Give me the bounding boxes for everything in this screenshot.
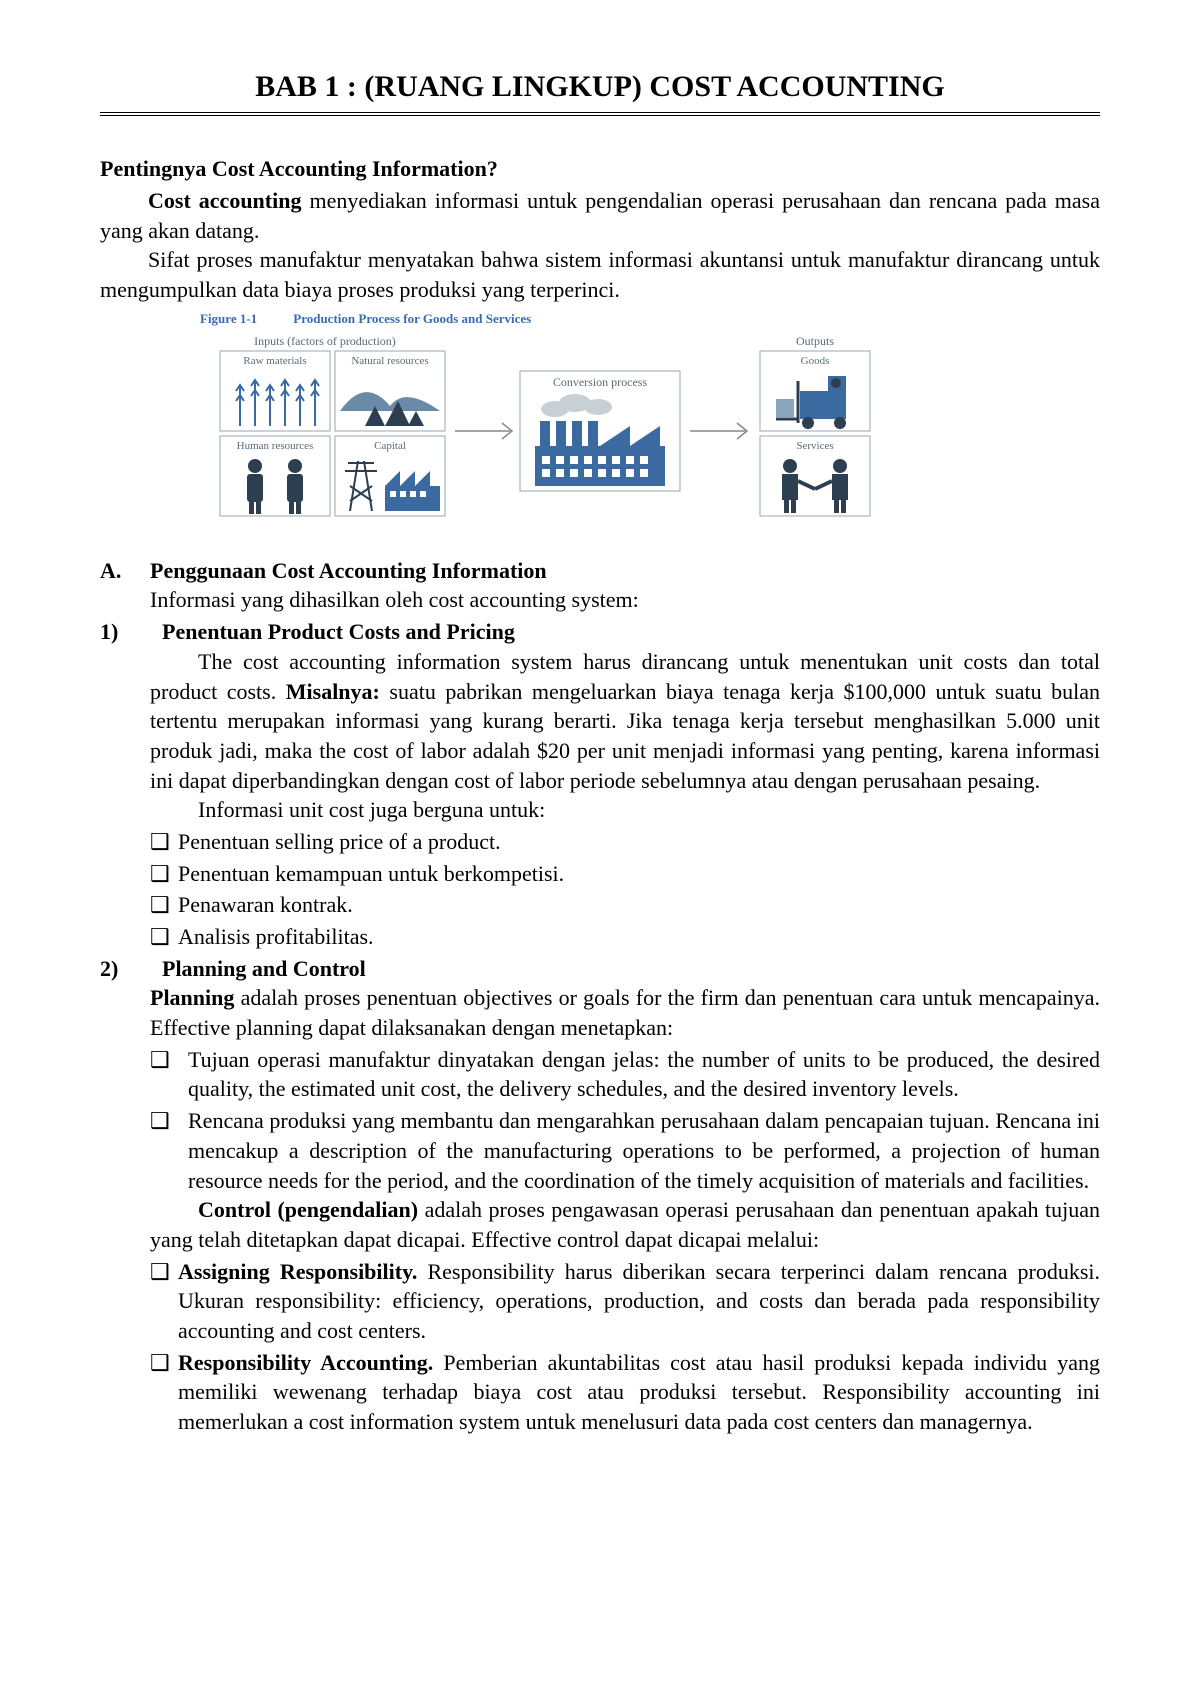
item-2-heading: Planning and Control bbox=[150, 954, 1100, 984]
raw-materials-label: Raw materials bbox=[243, 355, 306, 367]
item-2-planning-para: Planning adalah proses penentuan objecti… bbox=[150, 983, 1100, 1042]
checkbox-icon: ❑ bbox=[150, 922, 178, 952]
capital-label: Capital bbox=[374, 440, 406, 452]
section-a-row: A. Penggunaan Cost Accounting Informatio… bbox=[100, 556, 1100, 586]
section-a-label: A. bbox=[100, 556, 150, 586]
checkbox-icon: ❑ bbox=[150, 1045, 178, 1104]
text: Penawaran kontrak. bbox=[178, 890, 1100, 920]
item-1-para-2: Informasi unit cost juga berguna untuk: bbox=[150, 795, 1100, 825]
checklist-item: ❑Assigning Responsibility. Responsibilit… bbox=[150, 1257, 1100, 1346]
paragraph-intro-1: Cost accounting menyediakan informasi un… bbox=[100, 186, 1100, 245]
term-responsibility-acct: Responsibility Accounting. bbox=[178, 1350, 433, 1375]
item-1-para-1: The cost accounting information system h… bbox=[150, 647, 1100, 795]
chapter-title: BAB 1 : (RUANG LINGKUP) COST ACCOUNTING bbox=[100, 70, 1100, 116]
checkbox-icon: ❑ bbox=[150, 859, 178, 889]
figure-1-1: Figure 1-1 Production Process for Goods … bbox=[200, 311, 1100, 536]
services-label: Services bbox=[796, 440, 833, 452]
goods-label: Goods bbox=[801, 355, 830, 367]
text: Tujuan operasi manufaktur dinyatakan den… bbox=[178, 1045, 1100, 1104]
section-a-intro: Informasi yang dihasilkan oleh cost acco… bbox=[150, 585, 1100, 615]
item-1-label: 1) bbox=[100, 617, 150, 647]
checkbox-icon: ❑ bbox=[150, 1106, 178, 1195]
checkbox-icon: ❑ bbox=[150, 1348, 178, 1437]
checklist-item: ❑Responsibility Accounting. Pemberian ak… bbox=[150, 1348, 1100, 1437]
checkbox-icon: ❑ bbox=[150, 827, 178, 857]
paragraph-intro-2: Sifat proses manufaktur menyatakan bahwa… bbox=[100, 245, 1100, 304]
text: Assigning Responsibility. Responsibility… bbox=[178, 1257, 1100, 1346]
term-assigning: Assigning Responsibility. bbox=[178, 1259, 417, 1284]
checklist-item: ❑Rencana produksi yang membantu dan meng… bbox=[150, 1106, 1100, 1195]
text: Rencana produksi yang membantu dan menga… bbox=[178, 1106, 1100, 1195]
item-2-row: 2) Planning and Control bbox=[100, 954, 1100, 984]
item-2-control-para: Control (pengendalian) adalah proses pen… bbox=[150, 1195, 1100, 1254]
term-misalnya: Misalnya: bbox=[286, 679, 380, 704]
checkbox-icon: ❑ bbox=[150, 890, 178, 920]
human-resources-label: Human resources bbox=[237, 440, 314, 452]
figure-title: Production Process for Goods and Service… bbox=[293, 311, 531, 326]
checklist-item: ❑Penentuan selling price of a product. bbox=[150, 827, 1100, 857]
checklist-item: ❑Penawaran kontrak. bbox=[150, 890, 1100, 920]
section-a-heading: Penggunaan Cost Accounting Information bbox=[150, 556, 1100, 586]
heading-importance: Pentingnya Cost Accounting Information? bbox=[100, 156, 1100, 182]
figure-caption: Figure 1-1 Production Process for Goods … bbox=[200, 311, 1100, 327]
text: Responsibility Accounting. Pemberian aku… bbox=[178, 1348, 1100, 1437]
text: Penentuan kemampuan untuk berkompetisi. bbox=[178, 859, 1100, 889]
text: Penentuan selling price of a product. bbox=[178, 827, 1100, 857]
production-process-diagram: Inputs (factors of production) Raw mater… bbox=[200, 331, 1020, 531]
inputs-header-label: Inputs (factors of production) bbox=[254, 334, 396, 348]
item-1-row: 1) Penentuan Product Costs and Pricing bbox=[100, 617, 1100, 647]
item-1-heading: Penentuan Product Costs and Pricing bbox=[150, 617, 1100, 647]
figure-number: Figure 1-1 bbox=[200, 311, 290, 327]
term-cost-accounting: Cost accounting bbox=[148, 188, 301, 213]
checkbox-icon: ❑ bbox=[150, 1257, 178, 1346]
conversion-label: Conversion process bbox=[553, 375, 648, 389]
checklist-item: ❑Penentuan kemampuan untuk berkompetisi. bbox=[150, 859, 1100, 889]
item-2-label: 2) bbox=[100, 954, 150, 984]
term-planning: Planning bbox=[150, 985, 234, 1010]
text: Analisis profitabilitas. bbox=[178, 922, 1100, 952]
term-control: Control (pengendalian) bbox=[198, 1197, 418, 1222]
natural-resources-label: Natural resources bbox=[351, 355, 428, 367]
text: adalah proses penentuan objectives or go… bbox=[150, 985, 1100, 1040]
outputs-header-label: Outputs bbox=[796, 334, 834, 348]
checklist-item: ❑Analisis profitabilitas. bbox=[150, 922, 1100, 952]
checklist-item: ❑Tujuan operasi manufaktur dinyatakan de… bbox=[150, 1045, 1100, 1104]
